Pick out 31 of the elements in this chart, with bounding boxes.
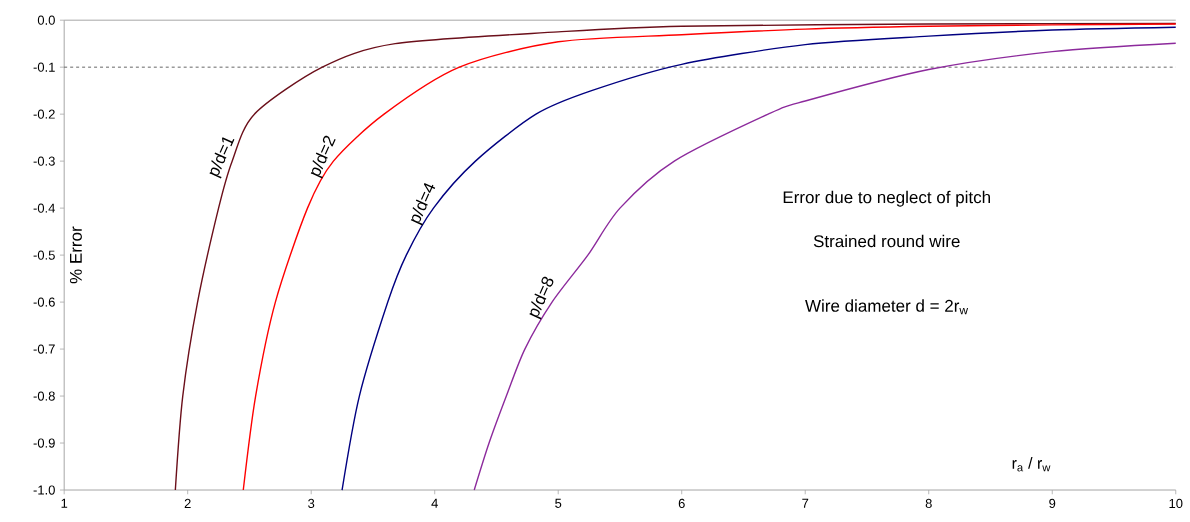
x-tick-label: 2 (184, 498, 191, 508)
text: p/d=8 (529, 276, 554, 320)
line-series (473, 42, 1177, 491)
x-tick-label: 8 (925, 498, 932, 508)
y-tick-label: -0.8 (33, 391, 55, 401)
text: p/d=4 (410, 182, 436, 226)
x-tick-label: 10 (1169, 498, 1183, 508)
x-tick-label: 3 (308, 498, 315, 508)
y-tick-label: -0.9 (33, 438, 55, 448)
y-tick-label: -0.3 (33, 156, 55, 166)
y-tick-label: -0.5 (33, 250, 55, 260)
y-tick-label: 0.0 (37, 15, 55, 25)
annotation: Error due to neglect of pitch (783, 190, 990, 207)
text: p/d=2 (310, 135, 336, 179)
y-tick-label: -0.4 (33, 203, 56, 213)
x-tick-label: 4 (431, 498, 438, 508)
y-axis-title: % Error (69, 226, 82, 284)
x-tick-label: 9 (1049, 498, 1056, 508)
y-tick-label: -0.7 (33, 344, 55, 354)
y-tick-label: -0.6 (33, 297, 55, 307)
text: p/d=1 (209, 137, 235, 179)
x-tick-label: 6 (678, 498, 685, 508)
y-tick-label: -1.0 (33, 485, 55, 495)
y-tick-label: -0.1 (33, 62, 55, 72)
x-tick-label: 1 (61, 498, 68, 508)
x-axis-title: r$_{a}$ / r$_{w}$ (1012, 457, 1051, 472)
x-tick-label: 7 (802, 498, 809, 508)
annotation: Wire diameter d = 2r$_{w}$ (805, 299, 969, 315)
y-tick-label: -0.2 (33, 109, 55, 119)
x-tick-label: 5 (555, 498, 562, 508)
annotation: Strained round wire (813, 234, 960, 248)
